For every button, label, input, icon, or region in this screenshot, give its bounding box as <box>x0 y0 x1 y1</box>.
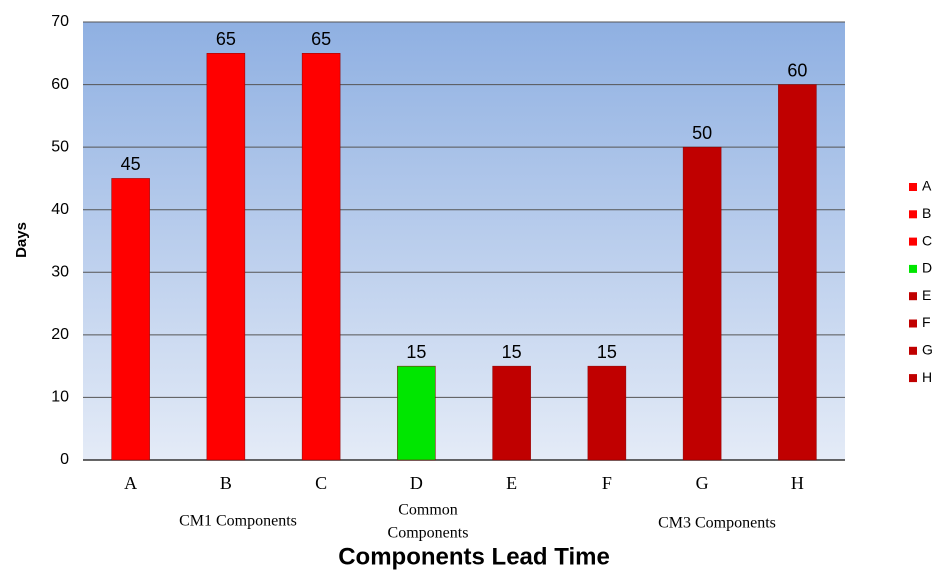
group-label: CM3 Components <box>658 515 776 532</box>
y-tick-label: 70 <box>51 13 69 30</box>
bar <box>587 365 627 461</box>
data-label: 60 <box>787 60 807 80</box>
data-label: 65 <box>216 29 236 49</box>
bar <box>111 178 150 461</box>
bar <box>682 146 722 461</box>
y-tick-label: 10 <box>51 389 69 406</box>
legend-swatch <box>909 237 917 246</box>
legend-swatch <box>909 210 917 219</box>
x-tick-label: D <box>410 473 423 493</box>
legend-label: D <box>922 260 932 276</box>
plot-area <box>83 22 845 460</box>
legend-swatch <box>909 374 917 383</box>
y-tick-label: 40 <box>51 201 69 218</box>
y-tick-label: 50 <box>51 138 69 155</box>
data-label: 50 <box>692 123 712 143</box>
legend-swatch <box>909 292 917 301</box>
chart-title: Components Lead Time <box>338 543 610 570</box>
bar <box>301 53 341 461</box>
legend-label: E <box>922 287 931 303</box>
data-label: 15 <box>597 342 617 362</box>
group-label: Components <box>388 525 469 542</box>
x-tick-label: H <box>791 473 804 493</box>
x-tick-label: G <box>696 473 709 493</box>
legend-swatch <box>909 346 917 355</box>
legend-swatch <box>909 183 917 191</box>
legend-label: C <box>922 232 932 248</box>
legend-label: G <box>922 342 933 358</box>
x-tick-label: C <box>315 473 327 493</box>
bar <box>397 365 436 461</box>
data-label: 15 <box>406 342 426 362</box>
bar <box>778 84 817 461</box>
data-label: 45 <box>121 154 141 174</box>
x-tick-label: F <box>602 473 612 493</box>
legend-label: F <box>922 314 931 330</box>
group-label: Common <box>398 502 458 519</box>
x-tick-label: A <box>124 473 137 493</box>
y-tick-label: 0 <box>60 451 69 468</box>
legend-swatch <box>909 264 917 273</box>
legend-label: H <box>922 369 932 385</box>
data-label: 15 <box>502 342 522 362</box>
group-label: CM1 Components <box>179 513 297 530</box>
y-tick-label: 30 <box>51 264 69 281</box>
y-tick-label: 60 <box>51 76 69 93</box>
x-tick-label: E <box>506 473 517 493</box>
y-tick-label: 20 <box>51 326 69 343</box>
x-tick-label: B <box>220 473 232 493</box>
bar <box>492 365 531 461</box>
legend-label: A <box>922 178 932 194</box>
data-label: 65 <box>311 29 331 49</box>
legend-swatch <box>909 319 917 328</box>
y-axis-label: Days <box>13 222 30 258</box>
bar <box>206 53 246 461</box>
legend-label: B <box>922 205 931 221</box>
